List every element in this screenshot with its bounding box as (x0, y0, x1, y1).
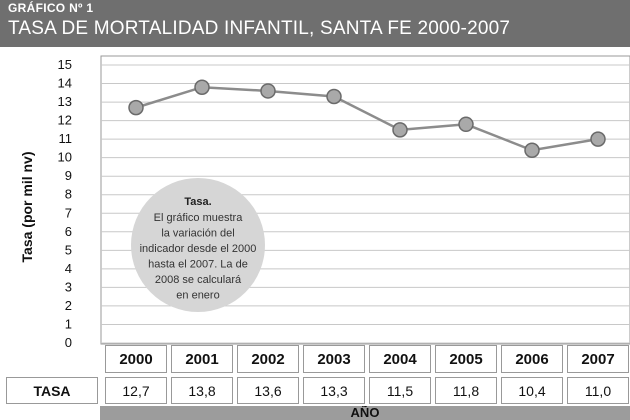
note-callout: Tasa. El gráfico muestra la variación del i… (131, 178, 265, 312)
y-tick-label: 7 (65, 205, 72, 220)
x-tick-label: 2003 (303, 345, 365, 373)
chart-title: TASA DE MORTALIDAD INFANTIL, SANTA FE 20… (8, 18, 511, 39)
data-point-2001 (194, 79, 210, 95)
chart-kicker: GRÁFICO Nº 1 (8, 1, 94, 15)
table-cell-value: 13,8 (171, 377, 233, 404)
x-tick-label: 2006 (501, 345, 563, 373)
callout-line: en enero (176, 290, 219, 302)
data-point-2003 (326, 88, 342, 105)
table-row-header: TASA (6, 377, 98, 404)
data-point-2005 (458, 116, 474, 133)
table-cell-value: 11,5 (369, 377, 431, 404)
x-tick-label: 2005 (435, 345, 497, 373)
series-line (135, 85, 599, 152)
data-point-2002 (260, 83, 276, 99)
data-point-2004 (392, 122, 408, 138)
callout-title: Tasa. (184, 196, 211, 208)
y-tick-label: 11 (59, 131, 73, 146)
y-tick-label: 15 (58, 57, 72, 72)
table-cell-value: 13,3 (303, 377, 365, 404)
y-tick-label: 4 (65, 261, 72, 276)
x-tick-label: 2001 (171, 345, 233, 373)
y-tick-label: 13 (58, 94, 72, 109)
callout-line: la variación del (161, 228, 234, 240)
callout-line: indicador desde el 2000 (140, 243, 257, 255)
data-point-2000 (128, 99, 144, 116)
data-point-2007 (590, 131, 606, 147)
table-cell-value: 10,4 (501, 377, 563, 404)
callout-line: El gráfico muestra (154, 212, 244, 224)
x-axis-label: AÑO (100, 406, 630, 420)
y-tick-label: 10 (58, 150, 72, 165)
y-tick-label: 12 (58, 113, 72, 128)
x-tick-label: 2002 (237, 345, 299, 373)
y-tick-label: 5 (65, 242, 72, 257)
y-tick-label: 1 (65, 316, 72, 331)
table-cell-value: 12,7 (105, 377, 167, 404)
y-tick-label: 9 (65, 168, 72, 183)
y-tick-label: 14 (58, 76, 72, 91)
y-tick-label: 3 (65, 279, 72, 294)
y-tick-label: 6 (65, 224, 72, 239)
table-cell-value: 13,6 (237, 377, 299, 404)
y-tick-label: 0 (65, 335, 72, 347)
y-tick-label: 2 (65, 298, 72, 313)
y-tick-label: 8 (65, 187, 72, 202)
callout-bubble (131, 178, 265, 312)
y-axis-label: Tasa (por mil nv) (19, 152, 35, 263)
callout-line: 2008 se calculará (155, 274, 242, 286)
x-tick-label: 2004 (369, 345, 431, 373)
callout-line: hasta el 2007. La de (148, 259, 248, 271)
data-point-2006 (524, 142, 540, 159)
table-cell-value: 11,0 (567, 377, 629, 404)
chart-header: GRÁFICO Nº 1 TASA DE MORTALIDAD INFANTIL… (0, 0, 630, 47)
x-tick-label: 2007 (567, 345, 629, 373)
x-tick-label: 2000 (105, 345, 167, 373)
series-tasa (128, 79, 606, 159)
table-cell-value: 11,8 (435, 377, 497, 404)
